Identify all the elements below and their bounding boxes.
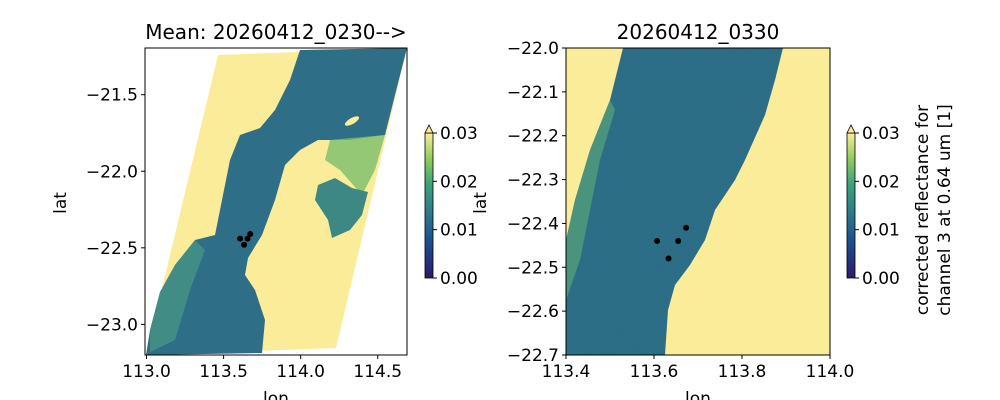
y-tick-label: −22.2 bbox=[507, 127, 559, 147]
right-map-panel: 113.4 113.6 113.8 114.0 −22.0 −22.1 −22.2 −22.3… bbox=[471, 20, 955, 400]
y-tick-label: −22.0 bbox=[507, 39, 559, 59]
colorbar-tick-label: 0.02 bbox=[862, 172, 900, 192]
y-tick-label: −23.0 bbox=[86, 315, 138, 335]
bay-shallow bbox=[325, 135, 385, 195]
y-tick-label: −22.5 bbox=[86, 239, 138, 259]
y-tick-label: −22.6 bbox=[507, 302, 559, 322]
colorbar-label-line1: corrected reflectance for bbox=[913, 105, 933, 315]
y-tick-label: −21.5 bbox=[86, 86, 138, 106]
y-tick-label: −22.7 bbox=[507, 346, 559, 366]
x-tick-label: 113.5 bbox=[199, 362, 248, 382]
right-map-image bbox=[566, 48, 830, 355]
x-tick-label: 113.0 bbox=[122, 362, 171, 382]
left-xlabel: lon bbox=[263, 389, 289, 400]
left-map-panel: 113.0 113.5 114.0 114.5 −21.5 −22.0 −22.5 −23.0… bbox=[51, 20, 478, 400]
x-tick-label: 114.0 bbox=[806, 362, 855, 382]
station-point bbox=[675, 237, 682, 244]
left-axes-frame bbox=[144, 47, 408, 356]
y-tick-label: −22.4 bbox=[507, 214, 559, 234]
right-xlabel: lon bbox=[685, 389, 711, 400]
right-axes-frame bbox=[565, 47, 831, 356]
station-point bbox=[683, 224, 690, 231]
x-tick-label: 113.6 bbox=[630, 362, 679, 382]
x-tick-label: 114.0 bbox=[276, 362, 325, 382]
water-band bbox=[566, 48, 783, 355]
colorbar-tick-label: 0.00 bbox=[862, 269, 900, 289]
right-colorbar: 0.00 0.01 0.02 0.03 corrected reflectance f… bbox=[846, 104, 955, 316]
left-colorbar: 0.00 0.01 0.02 0.03 bbox=[424, 124, 478, 289]
shoreline-fringe bbox=[566, 100, 615, 300]
colorbar-tick-label: 0.03 bbox=[440, 124, 478, 144]
x-tick-label: 113.4 bbox=[542, 362, 591, 382]
coastal-shallow bbox=[150, 240, 205, 352]
right-ylabel: lat bbox=[471, 192, 491, 214]
station-point bbox=[244, 235, 251, 242]
water-region bbox=[146, 48, 407, 355]
colorbar-tick-label: 0.00 bbox=[440, 269, 478, 289]
right-title: 20260412_0330 bbox=[617, 20, 780, 44]
y-tick-label: −22.3 bbox=[507, 171, 559, 191]
station-point bbox=[665, 255, 672, 262]
colorbar-tick-label: 0.03 bbox=[862, 124, 900, 144]
left-map-image bbox=[146, 48, 407, 355]
y-tick-label: −22.5 bbox=[507, 258, 559, 278]
station-point bbox=[247, 231, 254, 238]
x-tick-label: 113.8 bbox=[718, 362, 767, 382]
station-point bbox=[654, 237, 661, 244]
station-point bbox=[237, 235, 244, 242]
lake-region bbox=[315, 178, 368, 238]
left-title: Mean: 20260412_0230--> bbox=[145, 20, 406, 44]
y-tick-label: −22.1 bbox=[507, 83, 559, 103]
colorbar-tick-label: 0.02 bbox=[440, 172, 478, 192]
colorbar-tick-label: 0.01 bbox=[862, 221, 900, 241]
station-point bbox=[241, 241, 248, 248]
y-tick-label: −22.0 bbox=[86, 162, 138, 182]
small-island bbox=[344, 116, 360, 126]
colorbar-label-line2: channel 3 at 0.64 um [1] bbox=[935, 104, 955, 315]
colorbar-tick-label: 0.01 bbox=[440, 221, 478, 241]
x-tick-label: 114.5 bbox=[353, 362, 402, 382]
left-ylabel: lat bbox=[51, 192, 71, 214]
